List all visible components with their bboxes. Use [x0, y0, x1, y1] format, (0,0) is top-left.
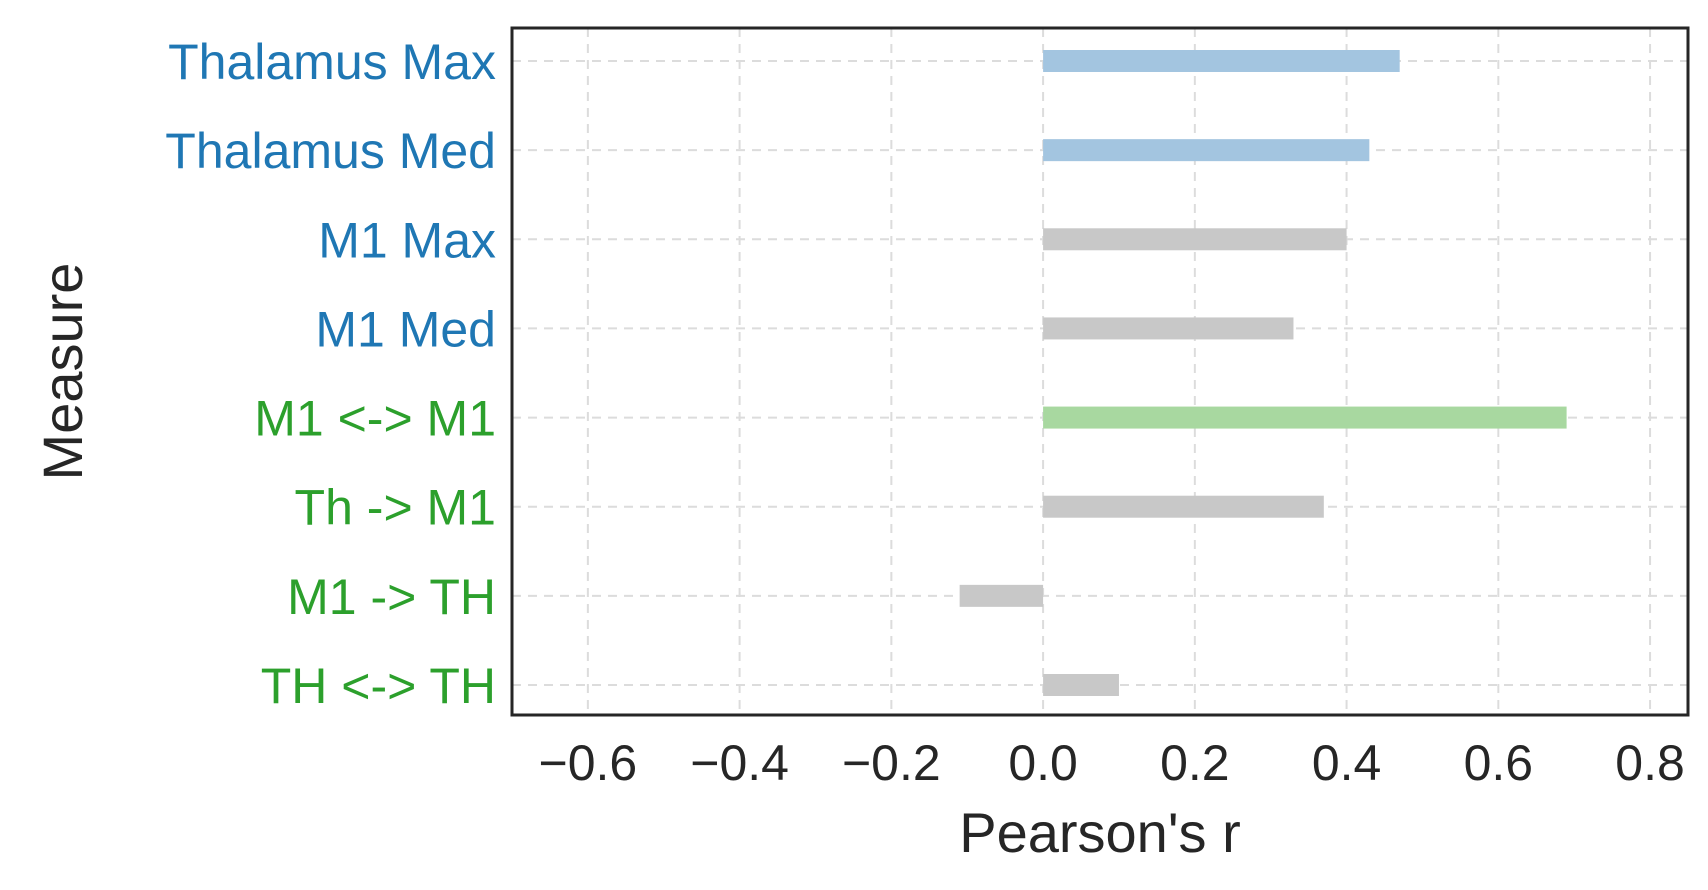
bar [1043, 139, 1370, 162]
y-tick-label: TH <-> TH [261, 658, 496, 714]
grid-lines [512, 28, 1688, 715]
bar [1043, 674, 1119, 696]
y-tick-label: Th -> M1 [295, 480, 496, 536]
x-tick-label: 0.6 [1464, 735, 1534, 791]
x-tick-label: −0.2 [842, 735, 941, 791]
y-tick-label: Thalamus Med [165, 123, 496, 179]
x-tick-label: −0.6 [539, 735, 638, 791]
bar [1043, 228, 1347, 251]
x-tick-label: 0.4 [1312, 735, 1382, 791]
x-tick-labels: −0.6 −0.4 −0.2 0.0 0.2 0.4 0.6 0.8 [539, 735, 1685, 791]
bar [1043, 317, 1294, 340]
x-tick-label: 0.0 [1008, 735, 1078, 791]
x-tick-label: 0.2 [1160, 735, 1230, 791]
y-tick-label: M1 Med [315, 301, 496, 357]
y-tick-labels: Thalamus Max Thalamus Med M1 Max M1 Med M1 <… [165, 34, 496, 714]
x-tick-label: −0.4 [690, 735, 789, 791]
x-axis-title: Pearson's r [959, 801, 1240, 864]
x-tick-label: 0.8 [1615, 735, 1685, 791]
y-tick-label: Thalamus Max [168, 34, 496, 90]
bar [1043, 50, 1400, 72]
plot-frame [510, 26, 1690, 717]
y-tick-label: M1 -> TH [287, 569, 496, 625]
y-tick-label: M1 <-> M1 [254, 391, 496, 447]
bar [1043, 406, 1567, 429]
y-axis-title: Measure [31, 263, 94, 481]
bar [1043, 495, 1324, 518]
y-tick-label: M1 Max [318, 212, 496, 268]
bars [959, 50, 1567, 696]
bar [959, 584, 1044, 607]
